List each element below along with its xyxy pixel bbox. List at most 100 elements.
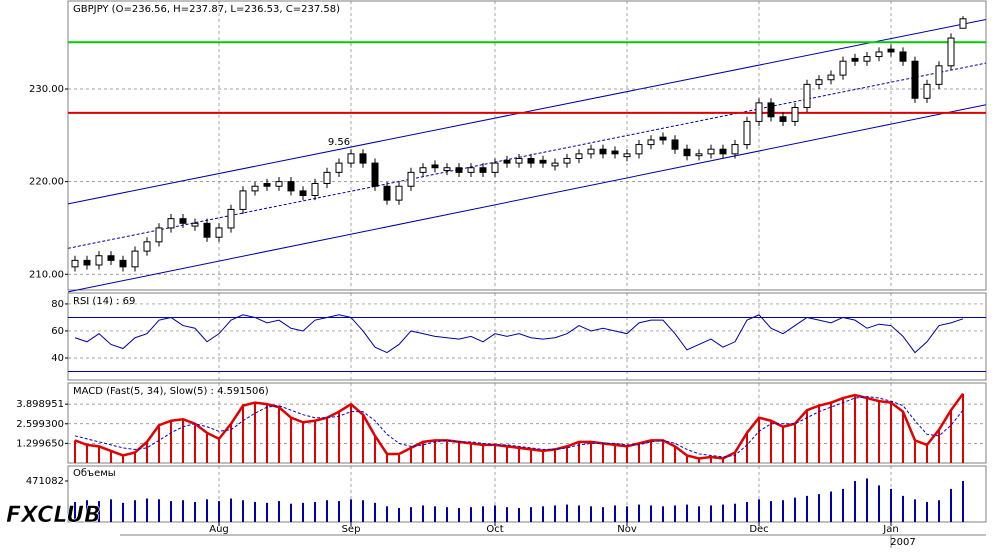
candle-body — [731, 144, 739, 155]
volume-bar — [662, 506, 664, 522]
macd-bar — [422, 441, 424, 463]
macd-bar — [662, 440, 664, 463]
macd-bar — [770, 420, 772, 463]
candle-body — [959, 18, 967, 29]
macd-bar — [158, 425, 160, 463]
volume-bar — [854, 481, 856, 522]
macd-bar — [674, 446, 676, 463]
volume-bar — [602, 507, 604, 522]
macd-bar — [842, 398, 844, 463]
volume-bar — [566, 504, 568, 522]
candle-body — [491, 162, 499, 173]
volume-bar — [674, 505, 676, 522]
candle-body — [287, 181, 295, 192]
macd-bar — [194, 423, 196, 463]
macd-bar — [74, 440, 76, 463]
volume-bar — [290, 503, 292, 522]
candle-body — [107, 255, 115, 261]
macd-bar — [302, 422, 304, 463]
candle-body — [191, 222, 199, 227]
macd-bar — [98, 446, 100, 463]
candle-body — [767, 102, 775, 118]
macd-bar — [86, 444, 88, 463]
candle-body — [359, 153, 367, 164]
volume-bar — [74, 501, 76, 522]
macd-bar — [554, 449, 556, 463]
macd-bar — [530, 449, 532, 463]
volume-bar — [926, 501, 928, 522]
candle-body — [119, 259, 127, 268]
volume-bar — [218, 501, 220, 522]
volume-bar — [410, 507, 412, 522]
volume-bar — [242, 500, 244, 522]
volume-bar — [446, 507, 448, 522]
volume-bar — [182, 500, 184, 522]
candle-body — [755, 102, 763, 122]
macd-bar — [866, 398, 868, 463]
candle-body — [431, 164, 439, 169]
volume-bar — [350, 499, 352, 522]
candle-body — [419, 167, 427, 173]
y-tick-label: 230.00 — [29, 84, 64, 95]
candle-body — [323, 171, 331, 184]
macd-bar — [578, 441, 580, 463]
volume-bar — [614, 505, 616, 522]
candle-body — [599, 148, 607, 155]
candle-body — [539, 159, 547, 164]
candle-body — [203, 222, 211, 238]
candle-body — [467, 167, 475, 173]
macd-bar — [830, 402, 832, 463]
volume-bar — [830, 491, 832, 522]
panel-frame — [67, 0, 987, 291]
macd-bar — [206, 432, 208, 463]
channel-line — [67, 62, 987, 249]
volume-bar — [278, 501, 280, 522]
channel-line — [67, 104, 987, 293]
candle-body — [335, 162, 343, 173]
volume-bar — [782, 500, 784, 522]
x-tick-label: Sep — [342, 524, 361, 535]
volume-bar — [458, 508, 460, 522]
volume-bar — [806, 495, 808, 522]
candle-body — [131, 250, 139, 268]
candle-body — [227, 208, 235, 229]
annotation: 9.56 — [328, 137, 350, 148]
volume-bar — [110, 499, 112, 522]
candle-body — [371, 162, 379, 187]
volume-bar — [158, 499, 160, 522]
macd-bar — [218, 438, 220, 463]
macd-bar — [962, 393, 964, 463]
candle-body — [515, 157, 523, 164]
logo: FXCLUB — [6, 503, 101, 528]
volume-bar — [422, 505, 424, 522]
volume-bar — [230, 498, 232, 522]
volume-bar — [518, 508, 520, 522]
volume-bar — [710, 505, 712, 522]
macd-bar — [806, 410, 808, 463]
volume-bar — [206, 499, 208, 522]
x-tick-label: Oct — [486, 524, 503, 535]
volume-bar — [374, 502, 376, 522]
year-label: 2007 — [890, 537, 915, 548]
candle-body — [239, 190, 247, 210]
candle-body — [923, 83, 931, 99]
panel-frame — [67, 465, 987, 523]
candle-body — [155, 227, 163, 243]
volume-bar — [326, 500, 328, 522]
macd-bar — [242, 405, 244, 463]
volume-bar — [482, 506, 484, 522]
candle-body — [71, 259, 79, 268]
macd-bar — [134, 452, 136, 463]
panel-label: MACD (Fast(5, 34), Slow(5) : 4.591506) — [73, 386, 269, 397]
candle-body — [707, 148, 715, 155]
volume-bar — [398, 508, 400, 522]
candle-body — [443, 167, 451, 172]
volume-bar — [86, 500, 88, 522]
y-tick-label: 3.898951 — [16, 399, 64, 410]
candle-body — [263, 182, 271, 187]
candle-body — [779, 116, 787, 122]
macd-bar — [890, 402, 892, 463]
candle-body — [947, 37, 955, 67]
volume-bar — [746, 501, 748, 522]
candle-body — [803, 83, 811, 109]
